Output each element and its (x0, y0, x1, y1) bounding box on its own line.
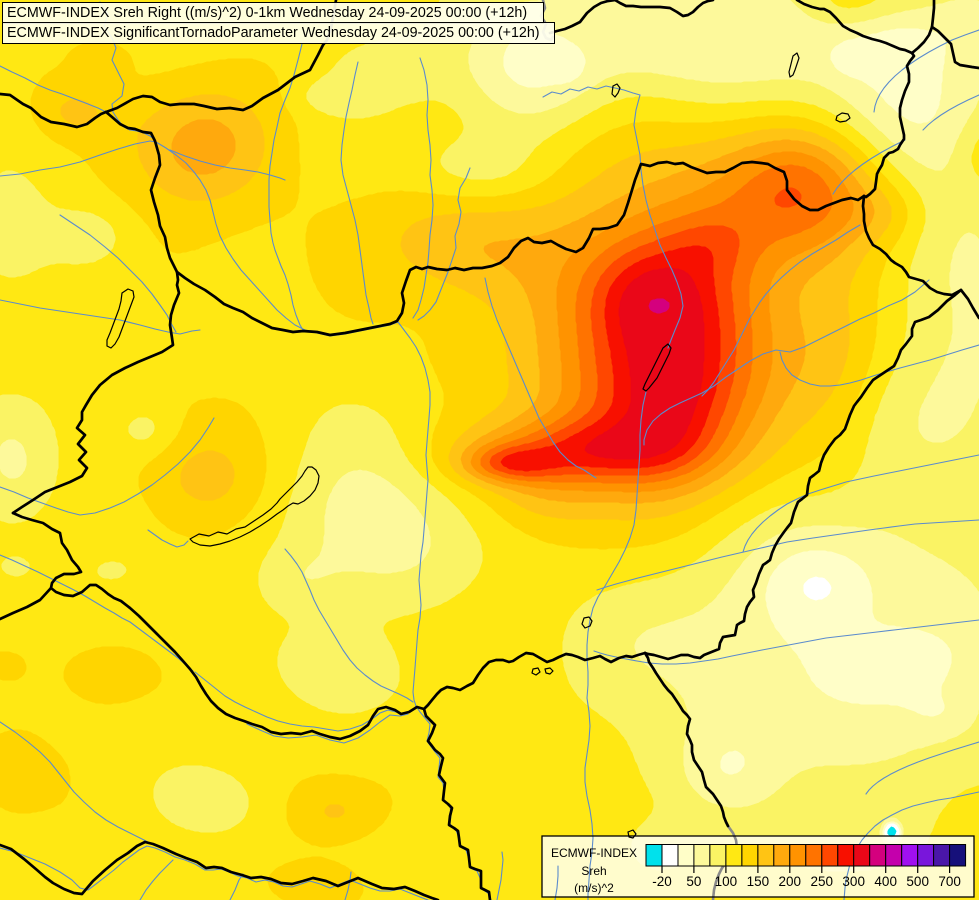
svg-text:(m/s)^2: (m/s)^2 (574, 881, 614, 895)
svg-text:100: 100 (715, 874, 738, 889)
svg-text:-20: -20 (652, 874, 672, 889)
svg-text:250: 250 (811, 874, 834, 889)
svg-text:500: 500 (906, 874, 929, 889)
svg-text:150: 150 (747, 874, 770, 889)
svg-text:700: 700 (938, 874, 961, 889)
svg-text:ECMWF-INDEX: ECMWF-INDEX (551, 846, 637, 860)
svg-text:Sreh: Sreh (581, 864, 606, 878)
svg-text:300: 300 (842, 874, 865, 889)
svg-text:400: 400 (874, 874, 897, 889)
svg-text:200: 200 (779, 874, 802, 889)
svg-text:50: 50 (686, 874, 701, 889)
